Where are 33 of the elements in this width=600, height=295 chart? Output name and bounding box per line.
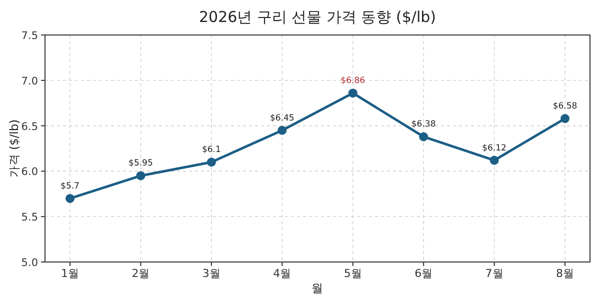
point [560,114,570,124]
point [490,156,499,165]
point [136,171,146,180]
y-tick-label: 5.5 [21,212,38,224]
y-tick-label: 5.0 [21,257,38,269]
y-axis-title: 가격 ($/lb) [7,119,21,178]
x-axis-title: 월 [312,281,324,295]
x-tick-label: 8월 [556,267,574,280]
y-tick-label: 7.0 [21,75,38,88]
x-tick-label: 4월 [273,267,292,280]
x-tick-label: 6월 [414,267,433,280]
x-tick-label: 7월 [485,267,504,280]
point [206,158,216,167]
chart-title: 2026년 구리 선물 가격 동향 ($/lb) [198,8,436,26]
data-label: $6.12 [482,143,506,154]
annotation: $6.86 [340,76,366,86]
point [419,132,428,142]
x-tick-label: 2월 [132,267,150,280]
data-label: $6.45 [270,113,294,124]
data-label: $6.38 [411,120,436,130]
data-label: $5.95 [128,158,153,169]
x-tick-label: 5월 [344,267,362,280]
y-tick-label: 6.0 [21,166,38,178]
x-tick-label: 3월 [202,267,220,280]
data-label: $6.58 [552,102,578,112]
y-tick-label: 7.5 [21,30,38,42]
y-tick-label: 6.5 [21,120,38,133]
point [66,194,74,203]
point [278,126,287,135]
data-label: $5.7 [60,181,80,192]
point [348,88,358,98]
data-label: $6.1 [202,145,221,156]
x-tick-label: 1월 [61,267,79,280]
